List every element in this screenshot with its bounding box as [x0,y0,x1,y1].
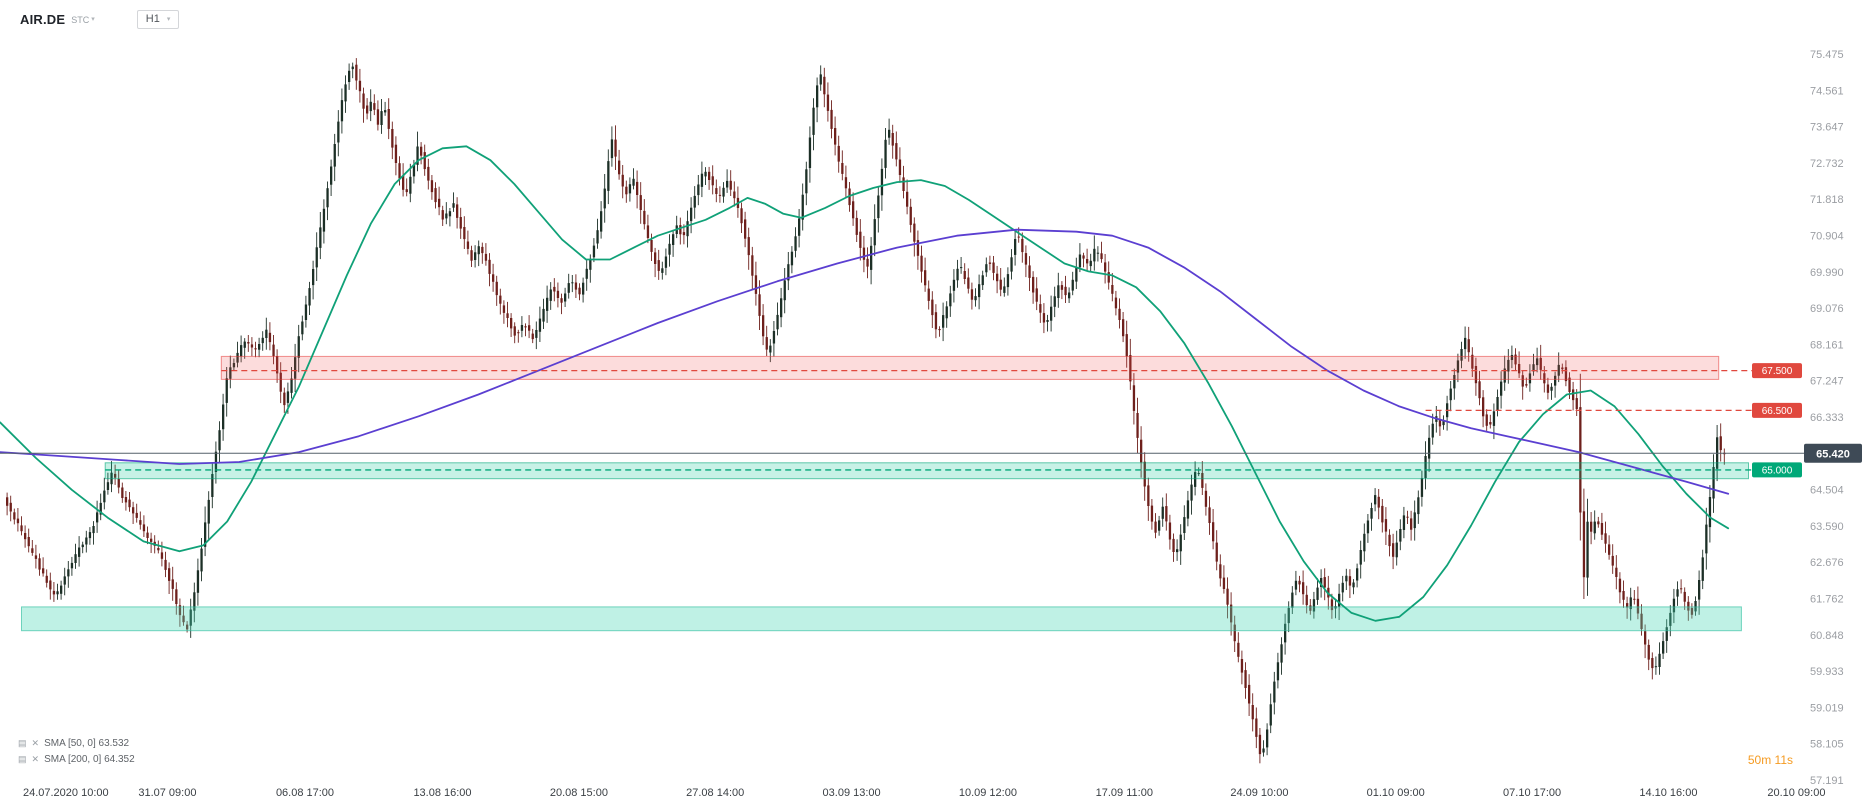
y-axis-tick: 73.647 [1810,122,1844,134]
indicator-legend: ▤ ✕ SMA [50, 0] 63.532 ▤ ✕ SMA [200, 0] … [18,735,135,767]
y-axis-tick: 58.105 [1810,739,1844,751]
y-axis-tick: 69.076 [1810,303,1844,315]
y-axis-tick: 67.247 [1810,376,1844,388]
x-axis-tick: 14.10 16:00 [1639,787,1697,799]
y-axis-tick: 63.590 [1810,521,1844,533]
indicator-label-sma200: SMA [200, 0] 64.352 [44,753,135,765]
x-axis-tick: 06.08 17:00 [276,787,334,799]
y-axis-tick: 59.019 [1810,702,1844,714]
y-axis-tick: 75.475 [1810,49,1844,61]
levels-layer: 67.500 65.000 66.500 [105,363,1802,478]
y-axis-tick: 61.762 [1810,594,1844,606]
symbol-title[interactable]: AIR.DE [20,12,66,27]
y-axis-tick: 74.561 [1810,85,1844,97]
current-price-badge [1804,443,1862,463]
resistance-zone-67500-badge-label: 67.500 [1762,366,1793,377]
timeframe-value: H1 [145,13,160,25]
candles-layer [6,58,1726,764]
y-axis-tick: 66.333 [1810,412,1844,424]
indicator-lines-layer [0,145,1730,622]
indicator-row-sma200: ▤ ✕ SMA [200, 0] 64.352 [18,751,135,767]
timeframe-select[interactable]: H1 ▾ [136,10,180,29]
chart-header: AIR.DE STC ▾ H1 ▾ [20,10,180,29]
chevron-down-icon: ▾ [166,15,171,23]
x-axis-tick: 31.07 09:00 [138,787,196,799]
y-axis-tick: 60.848 [1810,630,1844,642]
y-axis-tick: 69.990 [1810,267,1844,279]
x-axis-tick: 24.09 10:00 [1230,787,1288,799]
resistance-zone-67500[interactable] [220,355,1720,380]
x-axis-tick: 20.08 15:00 [550,787,608,799]
y-axis-tick: 68.161 [1810,339,1844,351]
x-axis-tick: 27.08 14:00 [686,787,744,799]
indicator-remove-icon[interactable]: ✕ [31,753,40,764]
indicator-label-sma50: SMA [50, 0] 63.532 [44,737,130,749]
price-level-66.500-badge[interactable] [1752,402,1802,418]
y-axis-tick: 62.676 [1810,557,1844,569]
resistance-zone-67500-badge[interactable] [1752,363,1802,379]
x-axis-tick: 07.10 17:00 [1503,787,1561,799]
x-axis-tick: 24.07.2020 10:00 [23,787,109,799]
support-zone-65000-badge[interactable] [1752,462,1802,478]
indicator-settings-icon[interactable]: ▤ [18,753,27,764]
sma-50-line [0,145,1730,622]
support-zone-65000[interactable] [104,462,1750,480]
market-label: STC [71,14,90,25]
y-axis-tick: 59.933 [1810,666,1844,678]
axes-layer: 75.475 74.561 73.647 72.732 71.818 70.904 69.9… [23,49,1844,799]
support-zone-65000-badge-label: 65.000 [1762,465,1793,476]
support-zone-61000[interactable] [21,606,1742,632]
current-price-layer: 65.420 [0,443,1862,463]
bar-countdown-timer: 50m 11s [1747,753,1793,767]
x-axis-tick: 17.09 11:00 [1096,787,1153,799]
y-axis-tick: 64.504 [1810,485,1844,497]
indicator-row-sma50: ▤ ✕ SMA [50, 0] 63.532 [18,735,135,751]
y-axis-tick: 57.191 [1810,775,1844,787]
zones-layer [21,355,1750,632]
price-level-66.500-badge-label: 66.500 [1762,406,1793,417]
x-axis-tick: 20.10 09:00 [1767,787,1825,799]
y-axis-tick: 72.732 [1810,158,1844,170]
current-price-value: 65.420 [1816,448,1850,460]
indicator-settings-icon[interactable]: ▤ [18,737,27,748]
x-axis-tick: 01.10 09:00 [1367,787,1425,799]
x-axis-tick: 13.08 16:00 [413,787,471,799]
x-axis-tick: 10.09 12:00 [959,787,1017,799]
indicator-remove-icon[interactable]: ✕ [31,737,40,748]
sma-200-line [0,228,1730,495]
chevron-down-icon: ▾ [91,16,95,23]
y-axis-tick: 71.818 [1810,194,1844,206]
x-axis-tick: 03.09 13:00 [823,787,881,799]
market-selector[interactable]: STC ▾ [71,15,95,25]
y-axis-tick: 70.904 [1810,231,1844,243]
